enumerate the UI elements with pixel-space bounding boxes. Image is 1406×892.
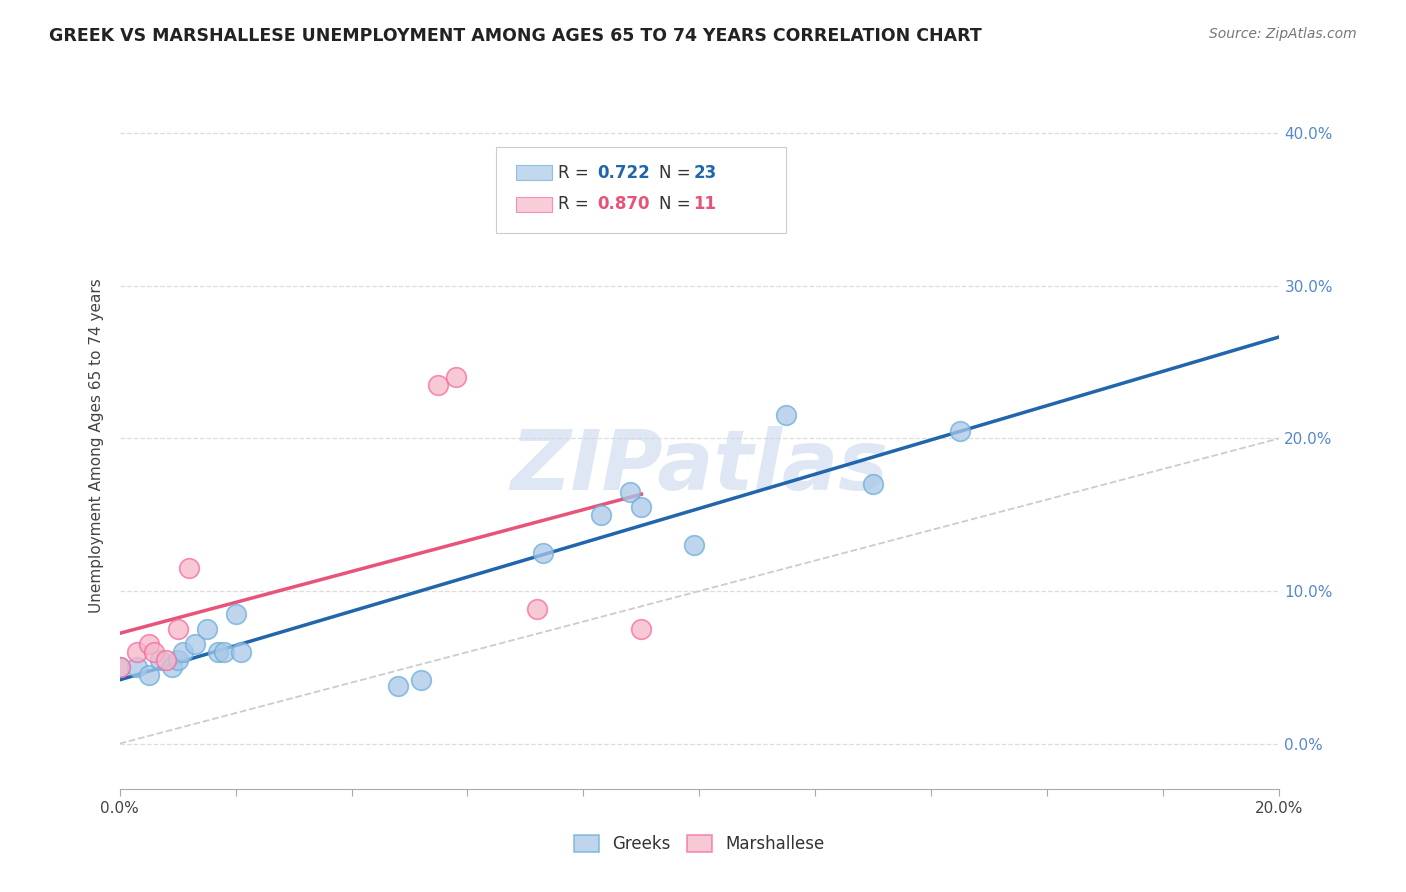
- Text: R =: R =: [558, 195, 593, 213]
- Point: [411, 673, 433, 687]
- Point: [619, 484, 641, 499]
- Point: [212, 645, 235, 659]
- Point: [630, 622, 652, 636]
- Point: [225, 607, 247, 621]
- Point: [166, 622, 188, 636]
- Point: [231, 645, 253, 659]
- Point: [630, 500, 652, 514]
- Point: [775, 409, 797, 423]
- FancyBboxPatch shape: [516, 196, 553, 211]
- Text: 0.722: 0.722: [598, 163, 650, 182]
- Point: [160, 660, 183, 674]
- Point: [184, 637, 207, 651]
- Point: [682, 538, 704, 552]
- Point: [143, 645, 166, 659]
- Point: [526, 602, 548, 616]
- Point: [862, 477, 884, 491]
- Point: [531, 546, 554, 560]
- Point: [138, 668, 160, 682]
- Point: [108, 660, 131, 674]
- Text: N =: N =: [659, 163, 696, 182]
- Point: [172, 645, 194, 659]
- Text: N =: N =: [659, 195, 696, 213]
- Text: R =: R =: [558, 163, 593, 182]
- Point: [138, 637, 160, 651]
- Legend: Greeks, Marshallese: Greeks, Marshallese: [568, 829, 831, 860]
- Point: [179, 561, 201, 575]
- Text: GREEK VS MARSHALLESE UNEMPLOYMENT AMONG AGES 65 TO 74 YEARS CORRELATION CHART: GREEK VS MARSHALLESE UNEMPLOYMENT AMONG …: [49, 27, 981, 45]
- FancyBboxPatch shape: [496, 147, 786, 233]
- Point: [444, 370, 467, 384]
- Point: [108, 660, 131, 674]
- Text: 23: 23: [693, 163, 717, 182]
- Point: [125, 645, 148, 659]
- FancyBboxPatch shape: [516, 165, 553, 180]
- Point: [155, 653, 177, 667]
- Text: ZIPatlas: ZIPatlas: [510, 426, 889, 508]
- Point: [125, 660, 148, 674]
- Point: [207, 645, 229, 659]
- Y-axis label: Unemployment Among Ages 65 to 74 years: Unemployment Among Ages 65 to 74 years: [89, 278, 104, 614]
- Point: [387, 679, 409, 693]
- Text: 11: 11: [693, 195, 717, 213]
- Point: [149, 653, 172, 667]
- Text: 0.870: 0.870: [598, 195, 650, 213]
- Point: [166, 653, 188, 667]
- Text: Source: ZipAtlas.com: Source: ZipAtlas.com: [1209, 27, 1357, 41]
- Point: [195, 622, 218, 636]
- Point: [589, 508, 612, 522]
- Point: [427, 378, 450, 392]
- Point: [949, 424, 972, 438]
